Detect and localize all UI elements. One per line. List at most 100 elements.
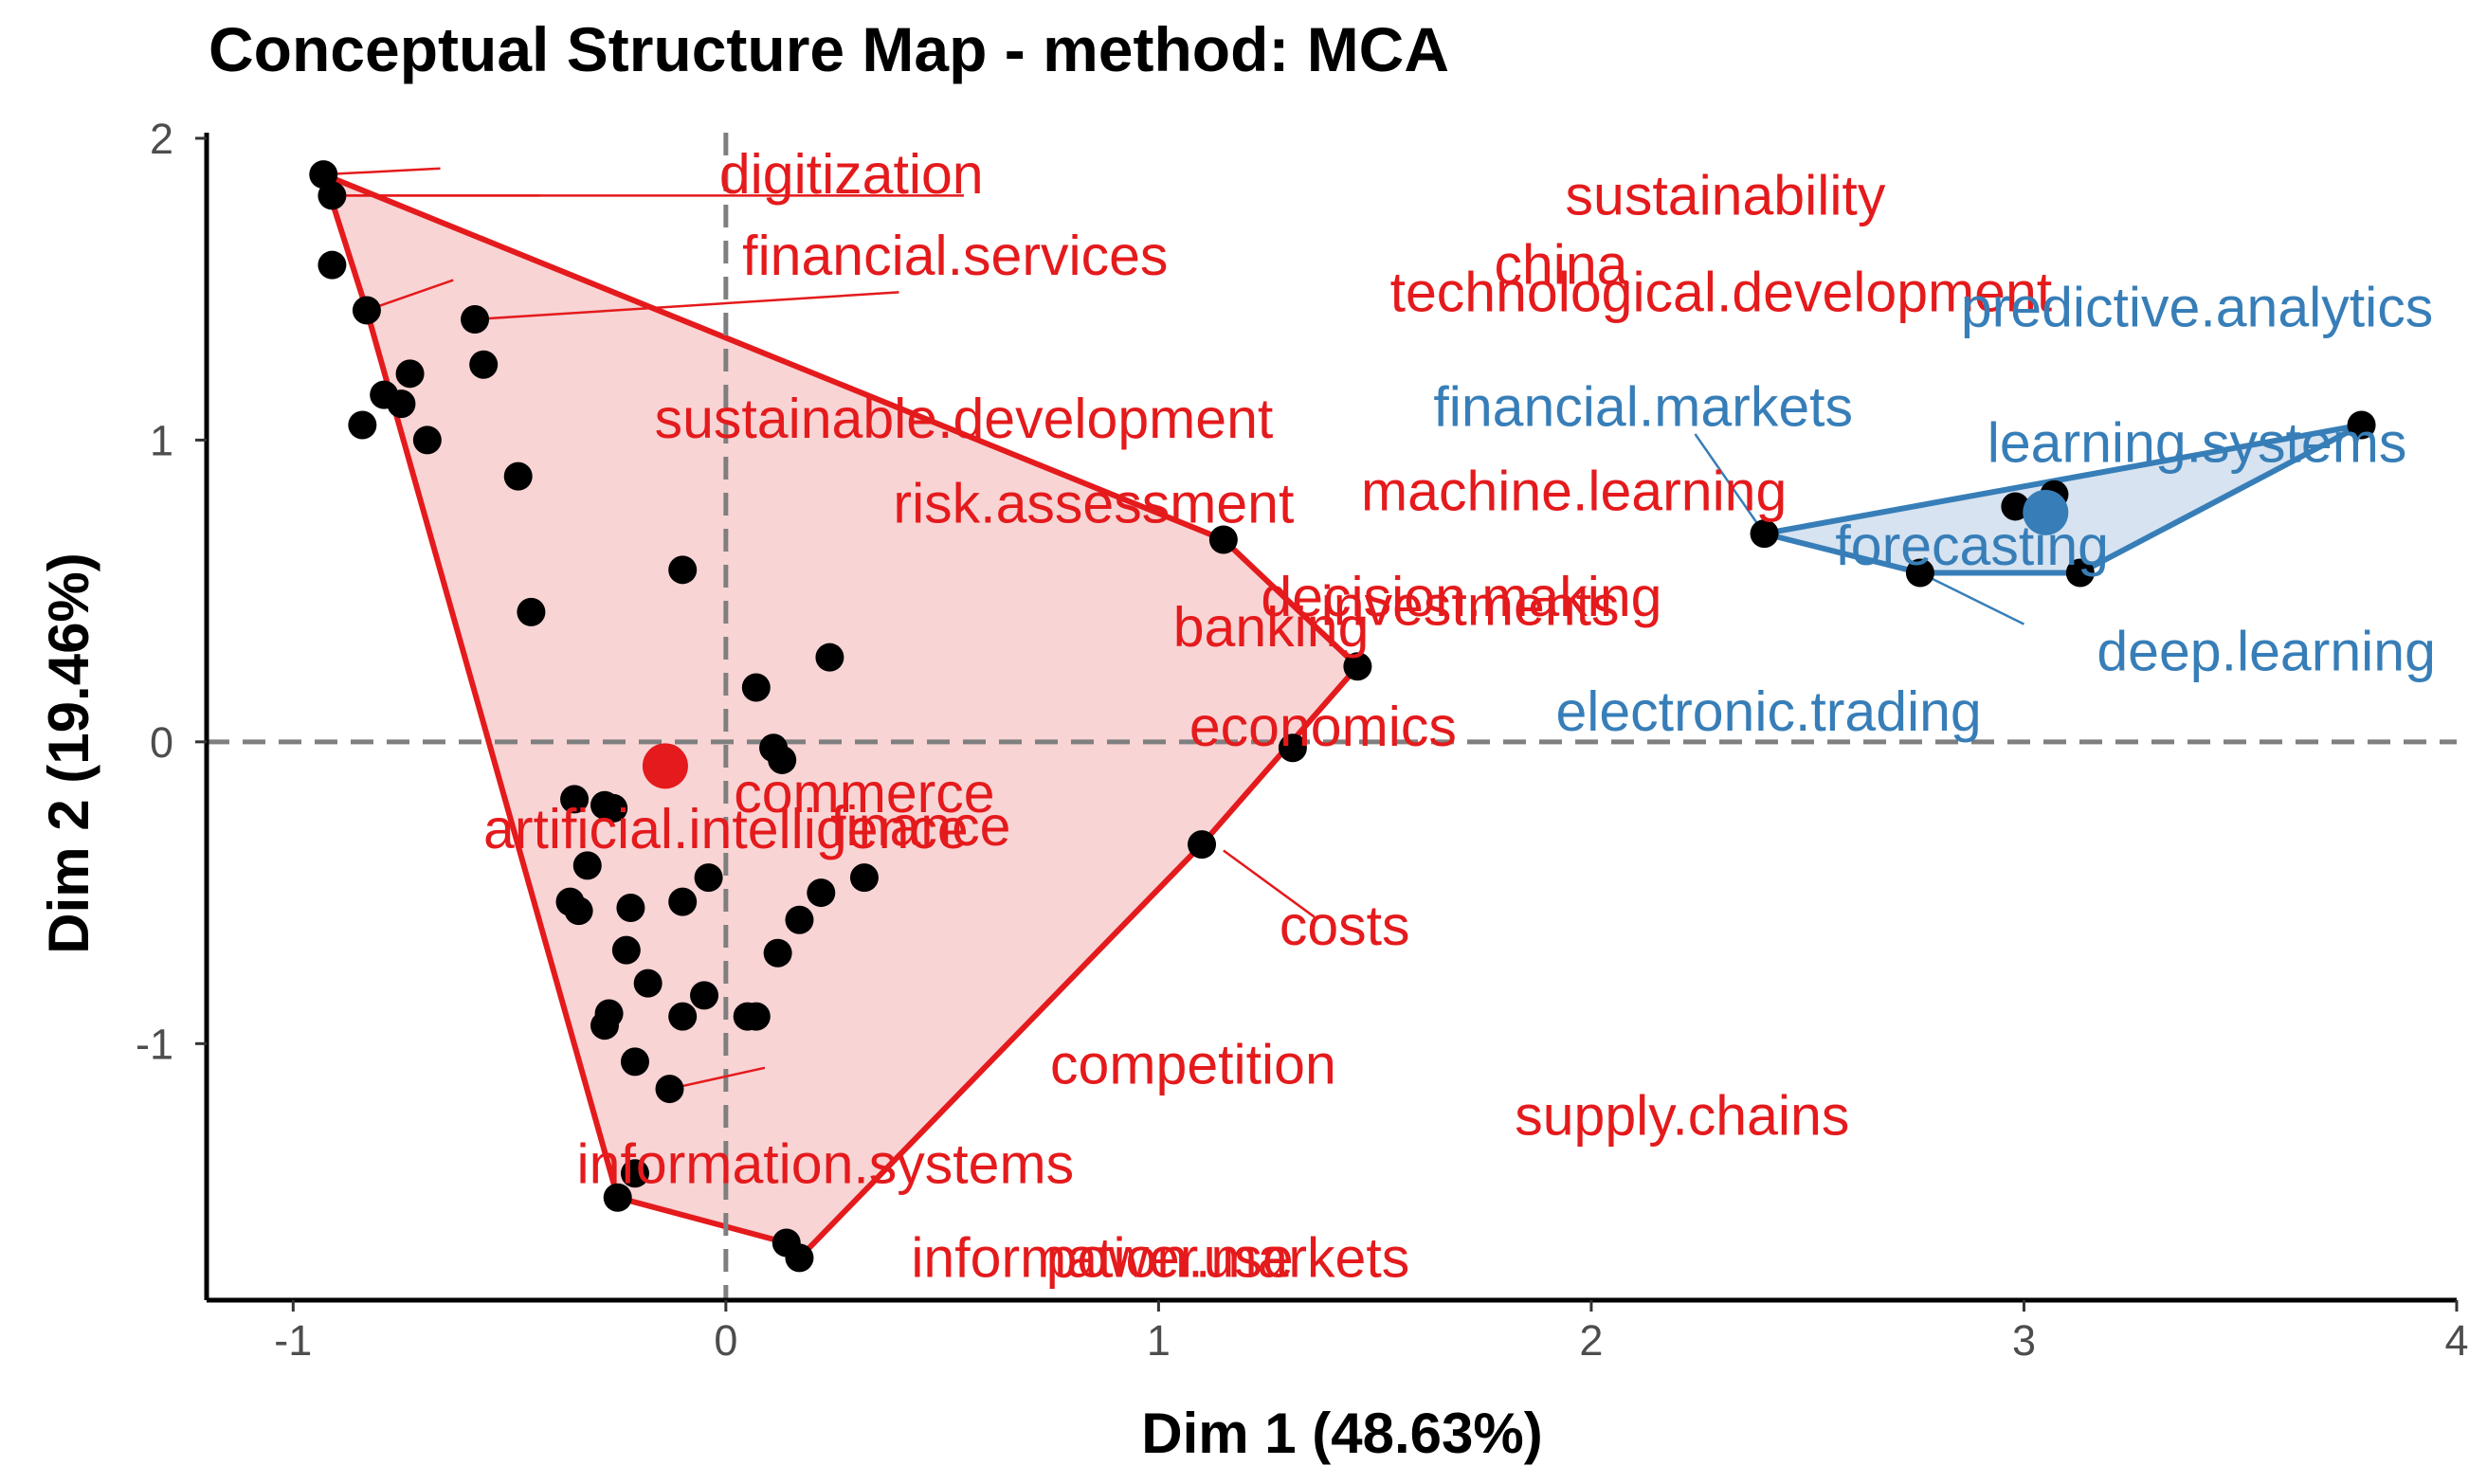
x-tick-label: 1 — [1147, 1316, 1171, 1365]
point-label: sustainability — [1566, 164, 1886, 226]
data-point — [785, 1243, 814, 1273]
data-point — [503, 461, 533, 491]
data-point — [1188, 830, 1217, 860]
data-point — [768, 745, 797, 774]
data-point — [469, 350, 499, 379]
point-label: investments — [1321, 575, 1620, 638]
data-point — [564, 896, 593, 926]
point-label: financial.markets — [1433, 375, 1853, 438]
data-point — [815, 642, 844, 672]
data-point — [352, 296, 381, 325]
data-point — [763, 938, 792, 968]
point-label: decision.making — [1261, 566, 1661, 628]
point-label: electronic.trading — [1555, 680, 1981, 743]
point-label: competition — [1050, 1034, 1336, 1096]
data-point — [560, 785, 590, 814]
point-label: costs — [1280, 895, 1410, 957]
x-tick-label: 0 — [714, 1316, 737, 1365]
data-point — [1750, 519, 1779, 549]
data-point — [1343, 652, 1372, 681]
data-points — [309, 160, 2376, 1273]
y-tick-label: 0 — [150, 718, 173, 767]
point-label: financial.services — [742, 225, 1168, 287]
data-point — [1905, 558, 1934, 588]
point-label: commerce — [734, 762, 994, 824]
data-point — [807, 878, 836, 908]
cluster-centroid — [642, 743, 688, 789]
data-point — [2347, 410, 2376, 440]
point-label: artificial.intelligence — [483, 798, 969, 860]
data-point — [620, 1047, 649, 1077]
cluster-centroid — [2023, 489, 2069, 535]
point-label: learning.systems — [1988, 412, 2407, 475]
label-leader-line — [1223, 849, 1316, 918]
data-point — [387, 389, 416, 419]
tick-labels: -1 0 1 2 3 4 -1 0 1 2 — [136, 115, 2469, 1365]
data-point — [318, 181, 347, 210]
data-point — [603, 1183, 632, 1212]
y-tick-label: -1 — [136, 1020, 173, 1068]
reference-lines — [207, 133, 2457, 1300]
data-point — [395, 359, 425, 389]
label-leader-line — [474, 291, 899, 321]
point-label: technological.development — [1390, 261, 2053, 323]
data-point — [572, 851, 602, 880]
chart-title: Conceptual Structure Map - method: MCA — [209, 14, 1449, 84]
data-point — [668, 887, 698, 916]
point-label: banking — [1173, 596, 1370, 659]
data-point — [599, 793, 628, 823]
x-axis-title: Dim 1 (48.63%) — [1141, 1402, 1543, 1465]
data-point — [849, 863, 879, 893]
data-point — [655, 1075, 684, 1104]
point-label: deep.learning — [2097, 620, 2436, 682]
data-point — [741, 1002, 771, 1031]
data-point — [1278, 733, 1307, 763]
data-point — [611, 935, 641, 965]
label-leader-line — [1919, 571, 2025, 625]
x-tick-label: 3 — [2012, 1316, 2036, 1365]
label-leader-line — [323, 167, 441, 176]
x-tick-label: -1 — [274, 1316, 312, 1365]
data-point — [633, 968, 663, 998]
y-tick-label: 2 — [150, 115, 173, 163]
data-point — [2065, 558, 2095, 588]
label-leader-line — [1694, 433, 1766, 534]
data-point — [668, 555, 698, 585]
x-tick-label: 2 — [1579, 1316, 1603, 1365]
data-point — [1208, 525, 1238, 554]
data-point — [690, 981, 719, 1010]
data-point — [318, 250, 347, 280]
label-leader-line — [366, 279, 454, 312]
point-label: supply.chains — [1515, 1085, 1849, 1148]
point-label: sustainable.development — [655, 388, 1274, 450]
y-axis-title: Dim 2 (19.46%) — [37, 552, 100, 954]
data-point — [2001, 492, 2030, 521]
label-leader-line — [669, 1066, 766, 1091]
data-point — [590, 1011, 620, 1041]
point-label: economics — [1189, 696, 1457, 758]
point-label: machine.learning — [1361, 461, 1787, 523]
point-label: information.systems — [577, 1133, 1075, 1196]
point-label: finance — [830, 795, 1010, 858]
point-label: forecasting — [1835, 515, 2109, 577]
point-label: power.markets — [1046, 1226, 1410, 1289]
point-label: predictive.analytics — [1961, 276, 2433, 338]
point-label: china — [1494, 234, 1627, 297]
x-tick-label: 4 — [2444, 1316, 2468, 1365]
data-point — [461, 305, 490, 334]
data-point — [785, 905, 814, 934]
data-point — [668, 1002, 698, 1031]
data-point — [616, 894, 645, 922]
point-labels: digitization sustainability china financial… — [483, 143, 2436, 1289]
y-tick-label: 1 — [150, 416, 173, 464]
point-label: digitization — [719, 143, 984, 206]
point-label: information.use — [911, 1226, 1293, 1289]
point-label: risk.assessment — [893, 472, 1294, 534]
axes — [195, 133, 2459, 1312]
data-point — [694, 863, 723, 893]
data-point — [348, 410, 377, 440]
data-point — [741, 673, 771, 702]
data-point — [412, 425, 442, 455]
data-point — [517, 597, 546, 626]
